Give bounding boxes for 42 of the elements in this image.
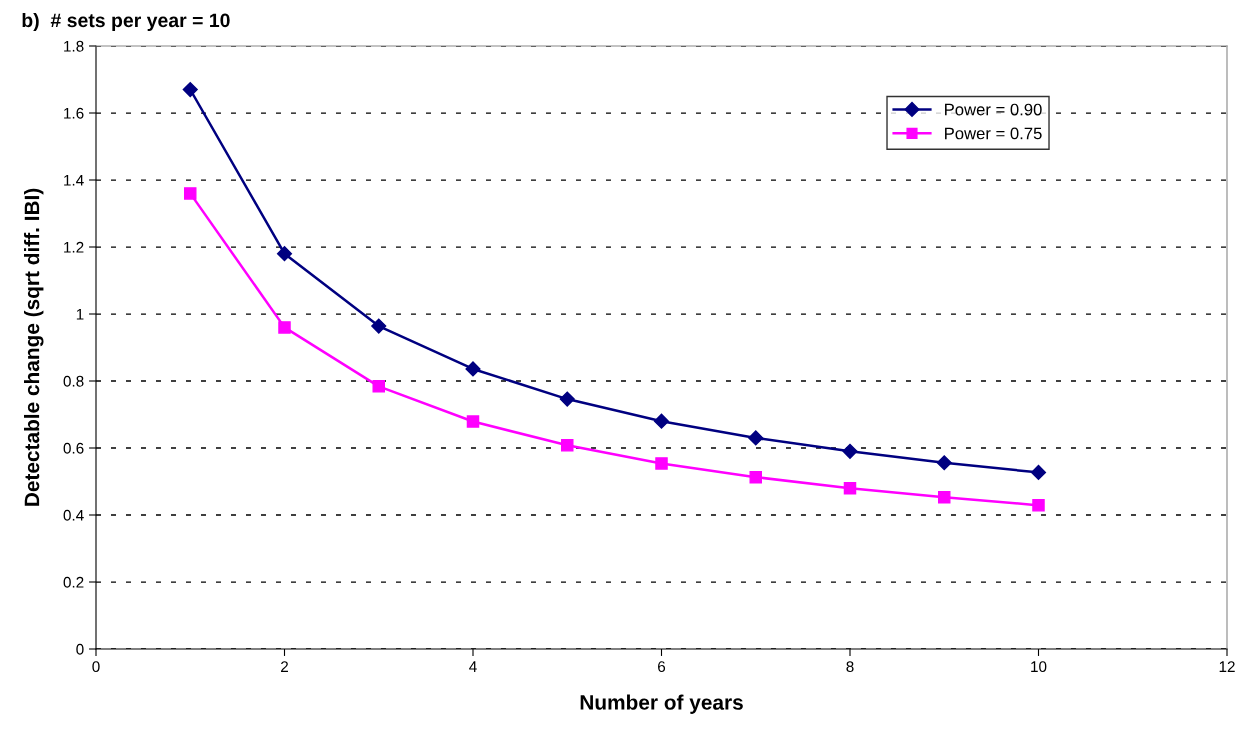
point (936, 455, 952, 471)
y-tick-label: 0.4 (63, 509, 84, 521)
y-tick-label: 1.4 (64, 175, 84, 186)
point (465, 361, 481, 377)
point (1030, 464, 1047, 481)
point (466, 415, 480, 428)
point (276, 246, 293, 262)
point (842, 443, 858, 459)
x-tick-label: 4 (469, 661, 477, 672)
point (372, 380, 386, 393)
x-tick-label: 0 (92, 661, 100, 673)
y-tick-label: 0.6 (63, 442, 84, 454)
x-axis-title: Number of years (580, 694, 743, 714)
point (560, 439, 574, 452)
legend-label: Power = 0.90 (945, 103, 1042, 116)
y-axis-title: Detectable change (sqrt diff. IBI) (24, 188, 44, 506)
y-tick-label: 1.6 (64, 107, 84, 119)
y-tick-label: 1.2 (64, 241, 84, 253)
x-tick-label: 10 (1031, 661, 1047, 673)
legend-label: Power = 0.75 (945, 127, 1042, 140)
y-tick-label: 0 (76, 643, 84, 655)
point (749, 470, 763, 484)
point (182, 81, 198, 98)
point (278, 321, 291, 334)
y-tick-label: 1 (76, 309, 84, 320)
y-tick-label: 0.8 (63, 375, 84, 387)
point (559, 391, 575, 407)
point (371, 318, 387, 334)
point (748, 430, 764, 446)
point (843, 481, 857, 495)
point (937, 490, 951, 504)
x-tick-label: 8 (846, 661, 854, 673)
x-tick-label: 2 (281, 661, 288, 672)
chart-title: b) # sets per year = 10 (22, 12, 230, 32)
point (655, 457, 668, 470)
y-tick-label: 1.8 (64, 40, 84, 52)
point (653, 413, 670, 429)
point (1032, 499, 1045, 512)
point (183, 187, 197, 200)
x-tick-label: 12 (1219, 661, 1235, 672)
y-tick-label: 0.2 (63, 576, 84, 588)
x-tick-label: 6 (658, 661, 666, 673)
